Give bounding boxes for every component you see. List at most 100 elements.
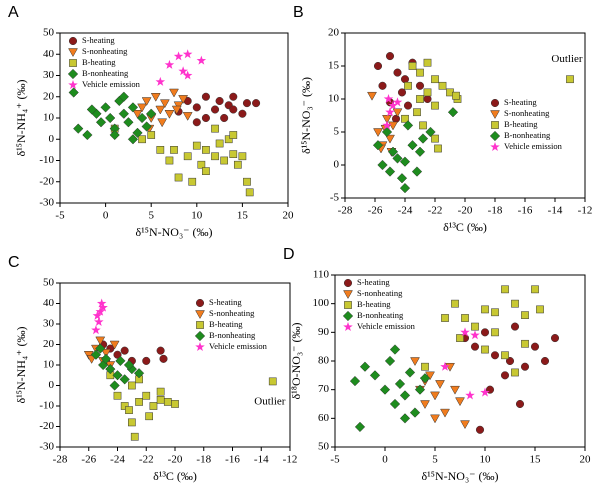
legend-marker (67, 68, 79, 80)
y-tick-label: 20 (43, 338, 55, 350)
point (501, 351, 509, 360)
point (401, 114, 409, 123)
point (132, 127, 143, 139)
point (438, 81, 447, 90)
point (566, 75, 574, 84)
point (95, 306, 106, 316)
x-tick-label: -5 (55, 210, 65, 222)
point (393, 68, 402, 77)
point (423, 58, 432, 67)
point (268, 377, 277, 386)
point (394, 378, 406, 390)
legend-label: S-heating (357, 277, 390, 287)
legend-label: S-heating (504, 97, 537, 107)
point (101, 348, 111, 358)
point (480, 328, 490, 337)
legend-marker (194, 330, 206, 342)
point (510, 322, 520, 331)
point (178, 95, 189, 104)
point (136, 112, 148, 124)
y-tick-label: 50 (43, 277, 55, 289)
point (105, 112, 116, 124)
point (141, 97, 152, 107)
point (419, 373, 431, 384)
point (392, 153, 403, 164)
point (145, 412, 153, 421)
point (465, 390, 475, 400)
point (95, 336, 106, 346)
point (399, 156, 411, 167)
point (383, 94, 394, 104)
point (142, 356, 151, 365)
point (441, 314, 449, 322)
point (399, 390, 411, 401)
y-tick-label: 0 (334, 159, 340, 171)
y-tick-label: 80 (318, 355, 330, 367)
point (403, 101, 413, 110)
point (419, 121, 427, 130)
point (354, 421, 366, 433)
point (434, 144, 442, 153)
point (416, 95, 424, 103)
x-tick-label: -12 (578, 205, 593, 217)
point (540, 356, 550, 366)
point (130, 432, 139, 441)
legend-label: S-nonheating (209, 308, 255, 318)
point (215, 139, 224, 148)
point (155, 76, 166, 86)
point (164, 110, 175, 119)
legend-label: Vehicle emission (357, 321, 416, 331)
point (431, 134, 439, 143)
legend-marker (491, 121, 499, 129)
legend-label: B-heating (504, 119, 538, 129)
point (192, 103, 201, 112)
point (385, 52, 395, 61)
point (423, 88, 432, 97)
point (119, 374, 130, 385)
legend-label: B-nonheating (209, 330, 256, 340)
point (142, 391, 151, 400)
y-tick-label: 110 (313, 269, 330, 281)
x-tick-label: 5 (148, 210, 154, 222)
point (127, 134, 139, 145)
point (372, 140, 384, 151)
y-axis-label: δ¹⁵N-NH₄⁺ (‰) (14, 327, 28, 404)
legend-marker (342, 310, 354, 322)
x-axis-label: δ¹⁵N-NO₃⁻ (‰) (422, 469, 499, 483)
point (182, 49, 193, 59)
point (359, 361, 371, 372)
point (417, 133, 429, 144)
panel-label: C (8, 254, 20, 271)
point (173, 51, 184, 61)
point (100, 102, 111, 113)
x-tick-label: 20 (580, 454, 592, 466)
point (163, 398, 172, 406)
point (415, 81, 425, 90)
point (170, 146, 178, 154)
point (490, 351, 500, 360)
legend-marker (195, 342, 205, 352)
y-tick-label: 20 (43, 90, 55, 102)
x-tick-label: -14 (548, 205, 563, 217)
point (229, 105, 238, 114)
point (156, 146, 165, 154)
point (182, 112, 193, 121)
point (197, 160, 206, 169)
point (202, 146, 210, 154)
legend-label: Vehicle emission (504, 141, 563, 151)
point (233, 160, 242, 169)
y-tick-label: -20 (39, 420, 54, 432)
legend-marker (490, 142, 500, 152)
point (470, 330, 480, 340)
point (470, 342, 480, 351)
x-tick-label: 10 (191, 210, 203, 222)
y-tick-label: 0 (49, 133, 55, 145)
point (388, 100, 398, 110)
legend-marker (68, 80, 78, 90)
point (156, 346, 165, 355)
point (500, 371, 510, 380)
point (202, 167, 210, 175)
x-tick-label: -24 (110, 454, 125, 466)
point (440, 408, 450, 418)
